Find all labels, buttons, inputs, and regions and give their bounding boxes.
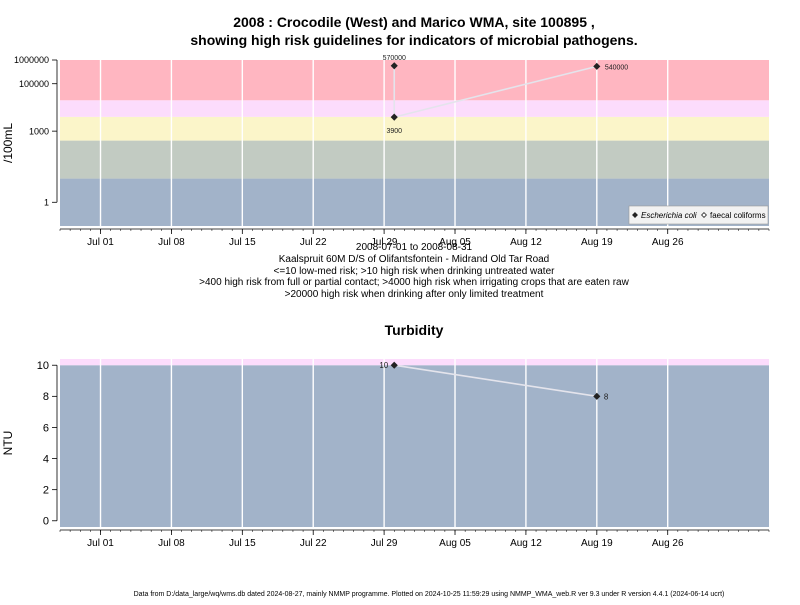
turbidity-title: Turbidity <box>385 322 444 338</box>
turbidity-y-tick-label-1: 2 <box>43 485 49 497</box>
ecoli-x-tick-label-5: Aug 05 <box>439 237 471 248</box>
turbidity-y-tick-label-2: 4 <box>43 453 49 465</box>
annotation-guideline-1: <=10 low-med risk; >10 high risk when dr… <box>274 266 556 277</box>
ecoli-y-tick-label-1: 1000 <box>29 126 49 136</box>
ecoli-y-tick-label-2: 100000 <box>19 79 49 89</box>
ecoli-data-label-2: 540000 <box>605 64 628 71</box>
turbidity-x-tick-label-1: Jul 08 <box>158 538 185 549</box>
legend-label-faecal: faecal coliforms <box>710 211 766 220</box>
ecoli-risk-band-3 <box>60 100 769 117</box>
annotation-site: Kaalspruit 60M D/S of Olifantsfontein - … <box>279 254 550 265</box>
turbidity-x-tick-label-6: Aug 12 <box>510 538 542 549</box>
legend-marker-ecoli <box>632 212 638 218</box>
turbidity-series-line <box>394 364 597 398</box>
ecoli-x-tick-label-6: Aug 12 <box>510 237 542 248</box>
turbidity-x-tick-label-0: Jul 01 <box>87 538 114 549</box>
annotation-block: 2008-07-01 to 2008-08-31 Kaalspruit 60M … <box>199 242 629 300</box>
ecoli-x-tick-label-1: Jul 08 <box>158 237 185 248</box>
annotation-guideline-3: >20000 high risk when drinking after onl… <box>285 289 544 300</box>
turbidity-x-tick-label-4: Jul 29 <box>371 538 398 549</box>
legend-box <box>628 205 769 225</box>
ecoli-data-point-1 <box>390 113 398 121</box>
chart-title-line1: 2008 : Crocodile (West) and Marico WMA, … <box>233 14 595 30</box>
ecoli-y-axis-label: /100mL <box>1 123 15 163</box>
ecoli-data-point-0 <box>390 62 398 70</box>
ecoli-risk-band-4 <box>60 60 769 101</box>
turbidity-y-tick-label-5: 10 <box>37 360 49 372</box>
ecoli-x-tick-label-4: Jul 29 <box>371 237 398 248</box>
ecoli-x-tick-label-2: Jul 15 <box>229 237 256 248</box>
annotation-guideline-2: >400 high risk from full or partial cont… <box>199 277 629 288</box>
ecoli-x-tick-label-7: Aug 19 <box>581 237 613 248</box>
turbidity-data-label-0: 10 <box>379 361 388 370</box>
legend-label-ecoli: Escherichia coli <box>641 211 697 220</box>
turbidity-risk-band-0 <box>60 365 769 527</box>
turbidity-data-label-1: 8 <box>604 392 609 401</box>
turbidity-x-tick-label-8: Aug 26 <box>652 538 684 549</box>
turbidity-y-tick-label-0: 0 <box>43 516 49 528</box>
ecoli-y-tick-label-0: 1 <box>44 197 49 207</box>
ecoli-data-point-2 <box>593 62 601 70</box>
turbidity-y-axis-label: NTU <box>1 431 15 456</box>
turbidity-x-tick-label-3: Jul 22 <box>300 538 327 549</box>
ecoli-x-tick-label-0: Jul 01 <box>87 237 114 248</box>
ecoli-legend: Escherichia coli faecal coliforms <box>628 205 769 225</box>
turbidity-x-tick-label-2: Jul 15 <box>229 538 256 549</box>
turbidity-x-tick-label-7: Aug 19 <box>581 538 613 549</box>
ecoli-x-tick-label-3: Jul 22 <box>300 237 327 248</box>
ecoli-y-tick-label-3: 1000000 <box>14 55 49 65</box>
ecoli-data-label-0: 570000 <box>383 55 406 62</box>
turbidity-y-tick-label-3: 6 <box>43 422 49 434</box>
annotation-date-range: 2008-07-01 to 2008-08-31 <box>356 242 473 253</box>
turbidity-data-point-1 <box>593 392 601 400</box>
turbidity-y-tick-label-4: 8 <box>43 391 49 403</box>
ecoli-risk-band-2 <box>60 116 769 141</box>
footer-note: Data from D:/data_large/wq/wms.db dated … <box>134 591 725 598</box>
turbidity-panel: Jul 01 Jul 08 Jul 15 Jul 22 Jul 29 Aug 05 Aug … <box>1 359 770 549</box>
ecoli-data-label-1: 3900 <box>386 128 402 135</box>
turbidity-x-tick-label-5: Aug 05 <box>439 538 471 549</box>
ecoli-panel: Jul 01 Jul 08 Jul 15 Jul 22 Jul 29 Aug 05 Aug … <box>1 55 770 248</box>
turbidity-data-point-0 <box>390 361 398 369</box>
turbidity-risk-band-1 <box>60 359 769 366</box>
ecoli-risk-band-1 <box>60 140 769 179</box>
ecoli-x-tick-label-8: Aug 26 <box>652 237 684 248</box>
chart-title-line2: showing high risk guidelines for indicat… <box>190 32 637 48</box>
legend-marker-faecal <box>701 212 707 218</box>
